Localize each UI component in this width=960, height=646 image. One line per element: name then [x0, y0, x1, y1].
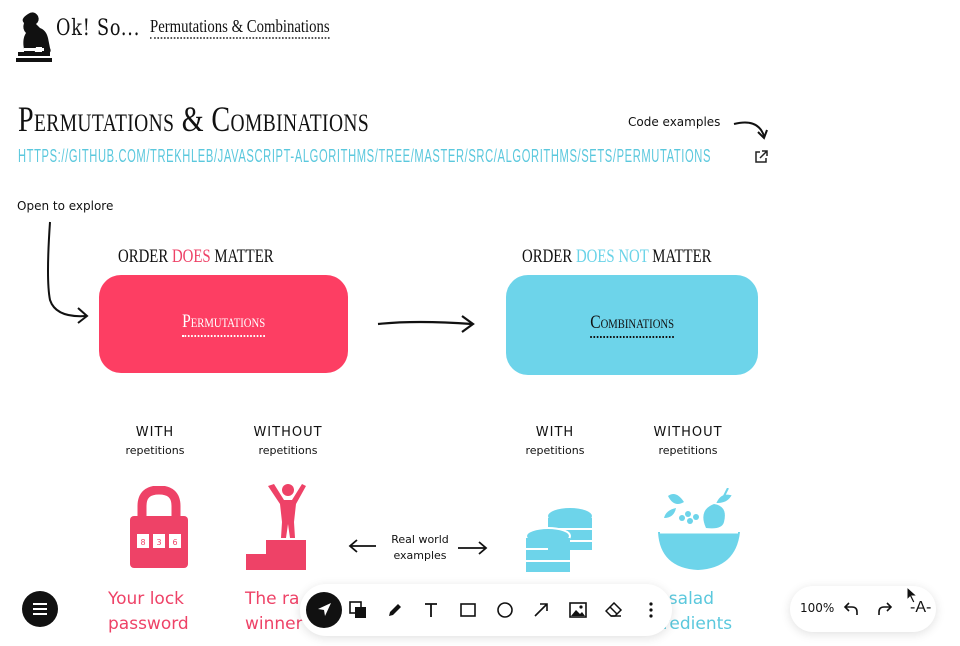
external-link-icon[interactable] — [754, 150, 768, 164]
explore-note: Open to explore — [17, 199, 114, 213]
without-repetitions-label: WITHOUT repetitions — [633, 424, 743, 460]
real-world-line1: Real world — [391, 533, 449, 546]
image-tool-button[interactable] — [562, 594, 594, 626]
font-size-button[interactable]: -A- — [910, 599, 932, 616]
more-options-button[interactable] — [635, 594, 667, 626]
with-repetitions-label: WITH repetitions — [100, 424, 210, 460]
drawing-toolbar — [300, 584, 672, 636]
shapes-icon — [349, 601, 366, 618]
combinations-card[interactable]: Combinations — [506, 275, 758, 375]
right-arrow-icon — [377, 315, 475, 333]
curved-arrow-icon — [733, 121, 768, 140]
undo-icon — [843, 602, 858, 615]
repetitions-label: repetitions — [525, 444, 585, 457]
redo-icon — [878, 602, 893, 615]
repetitions-label: repetitions — [258, 444, 318, 457]
rectangle-tool-button[interactable] — [452, 594, 484, 626]
right-arrow-icon — [458, 541, 488, 555]
repetitions-label: repetitions — [125, 444, 185, 457]
repo-link[interactable]: https://github.com/trekhleb/javascript-a… — [18, 146, 712, 166]
mouse-cursor-icon — [906, 586, 919, 604]
order-highlight: DOES NOT — [575, 246, 649, 267]
breadcrumb[interactable]: Permutations & Combinations — [150, 16, 330, 39]
app-title[interactable]: Ok! So... — [56, 16, 141, 41]
padlock-icon: 8 3 6 — [130, 486, 188, 568]
without-repetitions-label: WITHOUT repetitions — [233, 424, 343, 460]
eraser-icon — [605, 602, 623, 617]
permutations-link[interactable]: Permutations — [181, 311, 266, 337]
without-label: WITHOUT — [253, 425, 323, 440]
lock-digit: 8 — [140, 538, 145, 547]
order-prefix: Order — [118, 246, 172, 267]
left-arrow-icon — [348, 539, 376, 553]
pencil-tool-button[interactable] — [379, 594, 411, 626]
example-line: The ra — [245, 589, 300, 609]
zoom-level[interactable]: 100% — [800, 601, 835, 615]
shapes-tool-button[interactable] — [342, 594, 374, 626]
lock-digit: 6 — [172, 538, 177, 547]
arrow-icon — [534, 603, 548, 617]
example-line: password — [108, 614, 189, 634]
image-icon — [569, 602, 587, 618]
order-does-matter-heading: Order DOES Matter — [118, 246, 274, 268]
without-label: WITHOUT — [653, 425, 723, 440]
redo-button[interactable] — [874, 597, 898, 621]
real-world-line2: examples — [393, 549, 447, 562]
order-highlight: DOES — [171, 246, 211, 267]
example-lock-password: Your lock password — [108, 587, 189, 637]
more-icon — [649, 602, 653, 618]
zoom-controls: 100% -A- — [790, 586, 936, 632]
order-suffix: Matter — [648, 246, 712, 267]
podium-winner-icon — [246, 484, 306, 570]
order-prefix: Order — [522, 246, 576, 267]
eraser-tool-button[interactable] — [598, 594, 630, 626]
permutations-card[interactable]: Permutations — [99, 275, 348, 373]
undo-button[interactable] — [838, 597, 862, 621]
code-examples-note: Code examples — [628, 115, 721, 129]
text-icon — [425, 603, 437, 617]
order-does-not-matter-heading: Order DOES NOT Matter — [522, 246, 712, 268]
pencil-icon — [389, 604, 401, 616]
rectangle-icon — [460, 603, 476, 617]
example-race-winner: The ra winner — [245, 587, 303, 637]
repetitions-label: repetitions — [658, 444, 718, 457]
arrow-tool-button[interactable] — [525, 594, 557, 626]
coins-stack-icon — [525, 508, 592, 572]
select-tool-button[interactable] — [306, 592, 342, 628]
example-line: gredients — [652, 614, 733, 634]
lock-digit: 3 — [156, 538, 161, 547]
curved-arrow-icon — [47, 221, 89, 324]
example-line: Your lock — [108, 589, 185, 609]
select-icon — [318, 603, 331, 616]
hamburger-icon — [33, 603, 47, 615]
thinker-logo-icon[interactable] — [14, 8, 54, 64]
main-menu-button[interactable] — [22, 591, 58, 627]
with-label: WITH — [135, 425, 175, 440]
circle-tool-button[interactable] — [489, 594, 521, 626]
with-repetitions-label: WITH repetitions — [500, 424, 610, 460]
with-label: WITH — [535, 425, 575, 440]
order-suffix: Matter — [210, 246, 274, 267]
real-world-examples-note: Real world examples — [384, 532, 456, 564]
example-line: winner — [245, 614, 303, 634]
text-tool-button[interactable] — [415, 594, 447, 626]
combinations-link[interactable]: Combinations — [590, 312, 674, 338]
page-title: Permutations & Combinations — [18, 99, 370, 139]
fruit-salad-bowl-icon — [658, 488, 740, 570]
circle-icon — [497, 602, 513, 618]
